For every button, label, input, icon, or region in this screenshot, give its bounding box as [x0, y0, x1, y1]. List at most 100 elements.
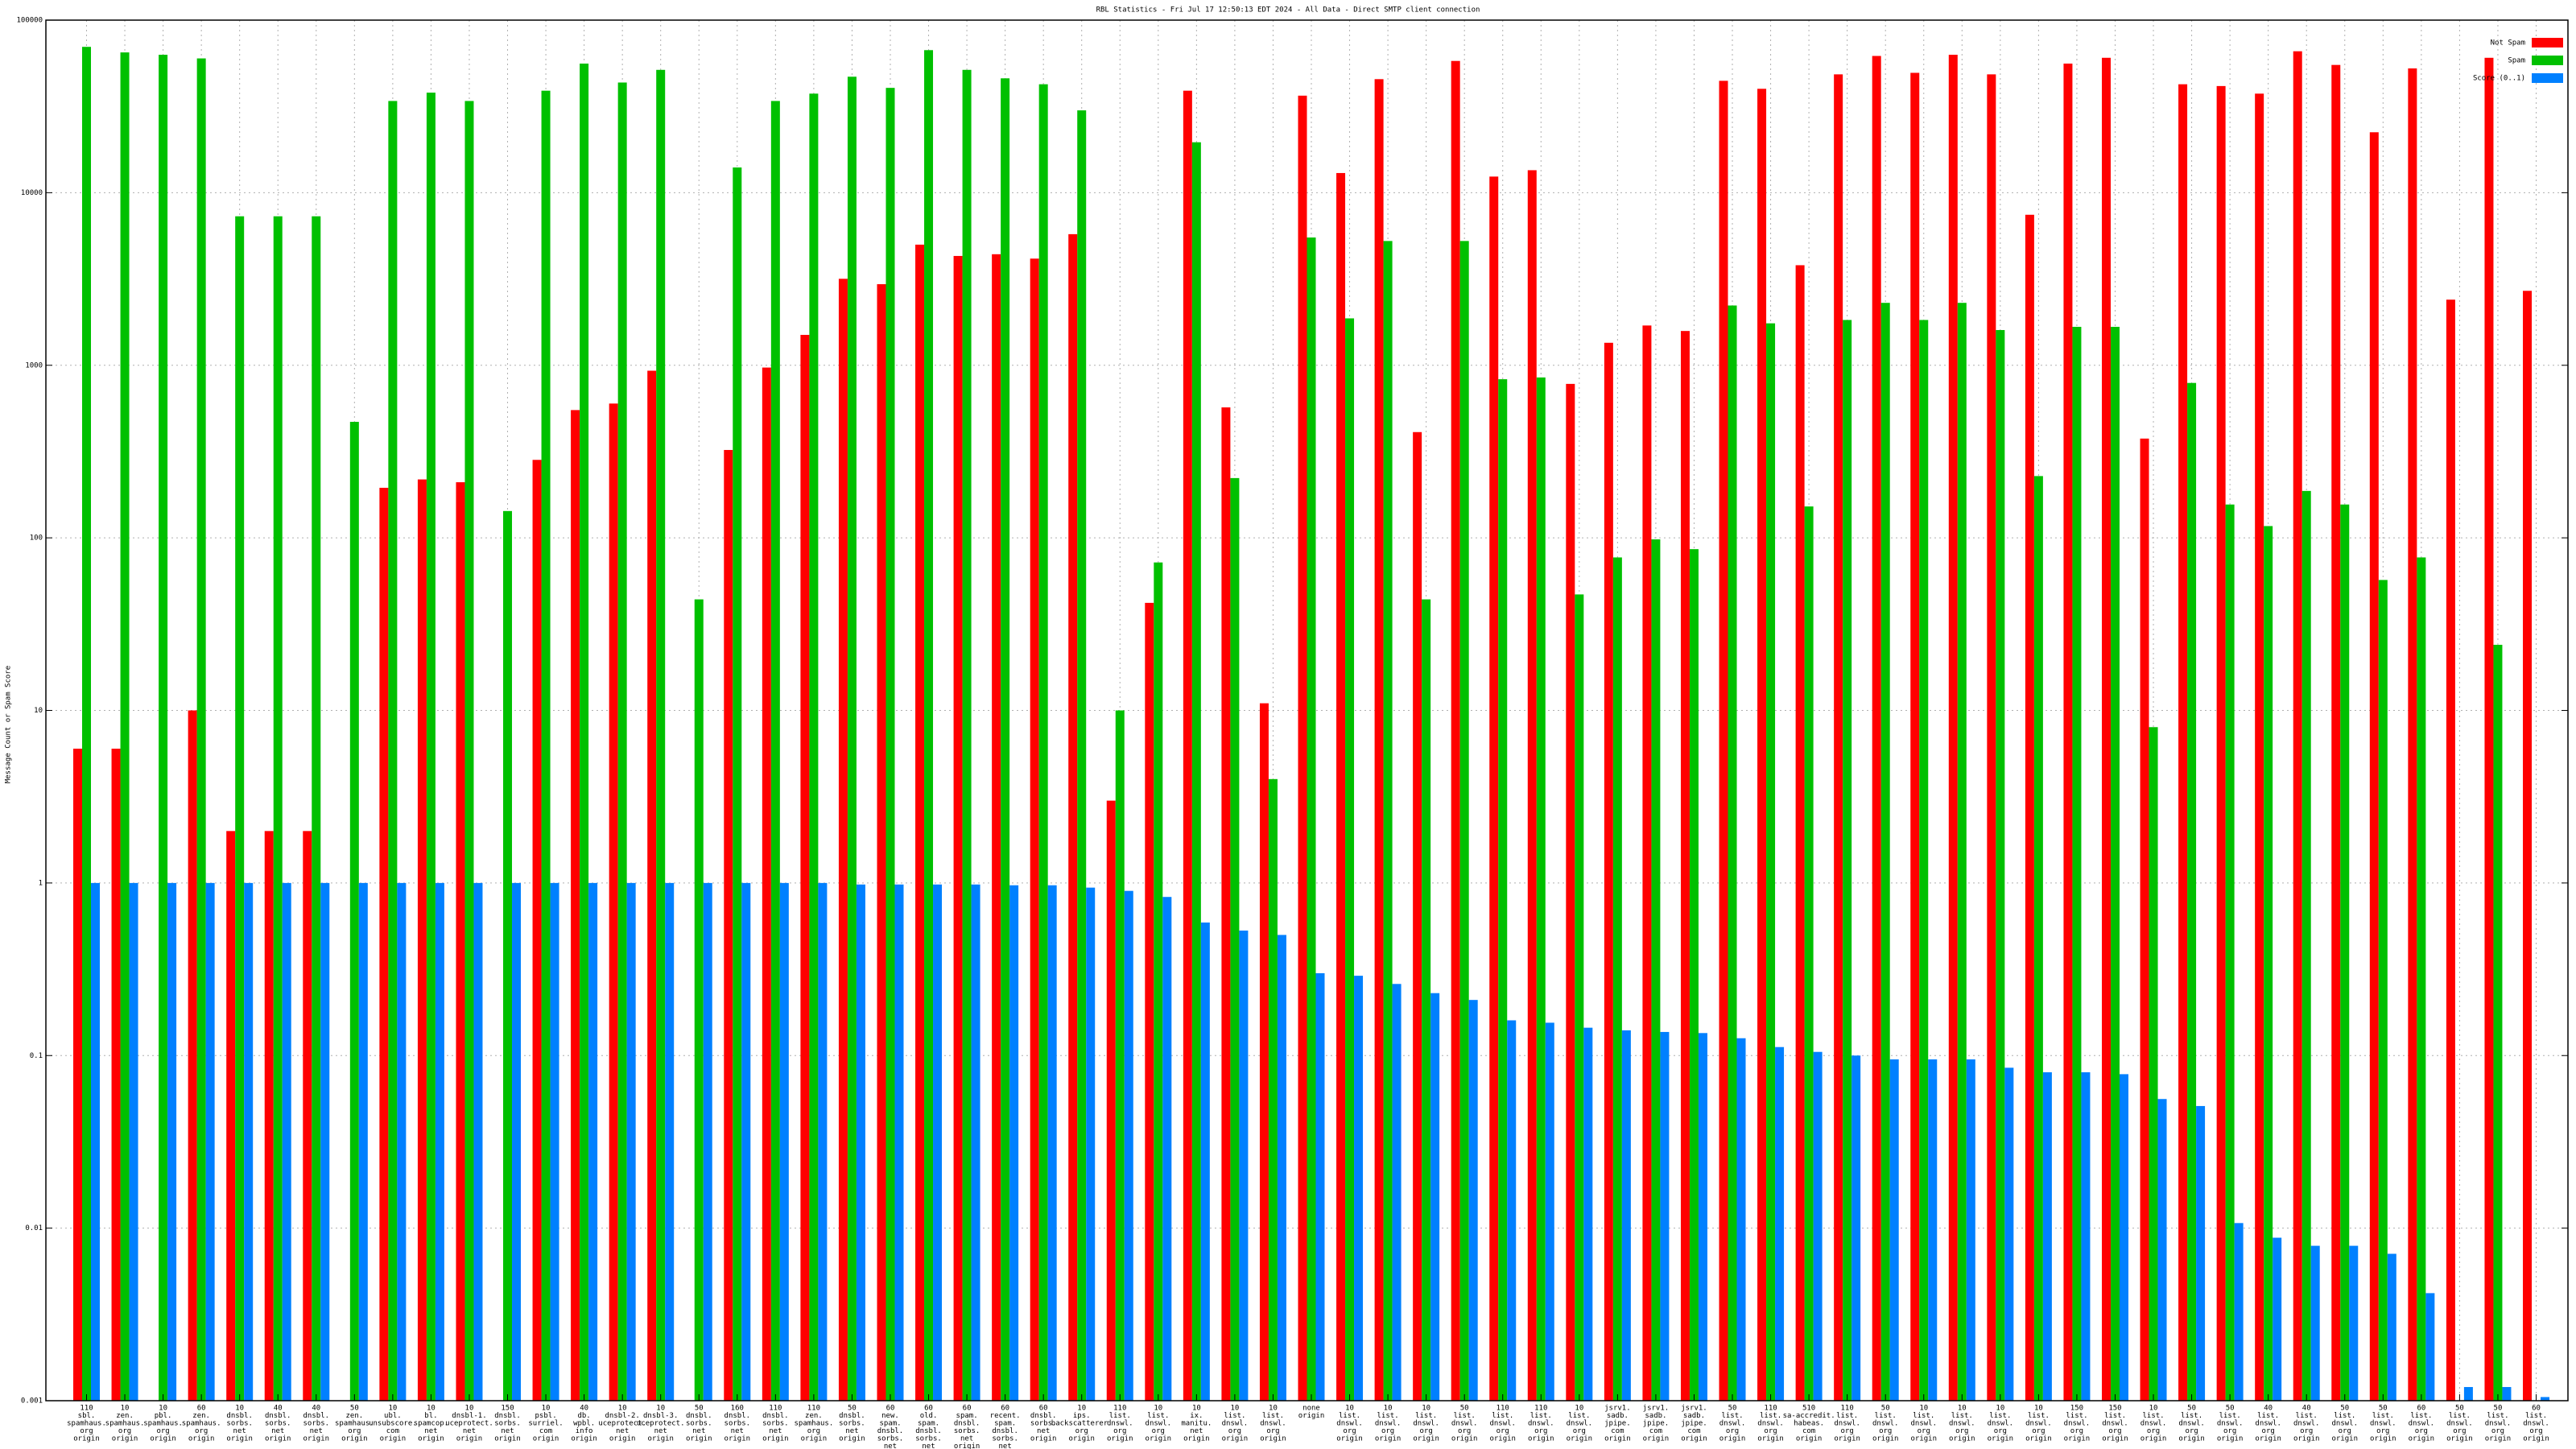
bar — [358, 882, 368, 1401]
legend-swatch — [2532, 73, 2563, 83]
x-tick-label-line: org — [1228, 1427, 1241, 1435]
x-tick-label-line: 110 — [1534, 1405, 1547, 1413]
x-tick-label-line: 10 — [2149, 1405, 2158, 1413]
x-tick-label-line: org — [2262, 1427, 2275, 1435]
bar — [435, 882, 444, 1401]
x-tick-label-line: dnswl. — [2523, 1420, 2549, 1428]
legend-swatch — [2532, 38, 2563, 47]
x-tick-label-line: org — [2529, 1427, 2542, 1435]
x-tick-label-line: 110 — [769, 1405, 782, 1413]
x-tick-label-line: origin — [647, 1435, 674, 1443]
bar — [397, 882, 407, 1401]
x-tick-label-line: bl. — [424, 1412, 437, 1420]
x-tick-label-line: 10 — [159, 1405, 167, 1413]
x-tick-label-line: dnswl. — [1528, 1420, 1554, 1428]
x-tick-label-line: 110 — [1496, 1405, 1509, 1413]
bar — [2225, 504, 2235, 1402]
x-tick-label-line: 40 — [312, 1405, 320, 1413]
x-tick-label-line: org — [2147, 1427, 2160, 1435]
bar — [167, 882, 177, 1401]
x-tick-label-line: dnswl. — [1489, 1420, 1516, 1428]
x-tick-label-line: org — [1955, 1427, 1968, 1435]
x-tick-label-line: origin — [1298, 1412, 1325, 1420]
x-tick-label-line: net — [692, 1427, 705, 1435]
x-tick-label-line: list. — [2066, 1412, 2087, 1420]
x-tick-label-line: dnsbl-2. — [605, 1412, 639, 1420]
bar — [762, 367, 771, 1401]
x-tick-label-line: origin — [801, 1435, 828, 1443]
x-tick-label-line: org — [80, 1427, 93, 1435]
bar — [1009, 885, 1019, 1401]
y-tick-label: 100000 — [16, 17, 43, 25]
x-tick-label-line: 510 — [1802, 1405, 1815, 1413]
x-tick-label-line: origin — [1413, 1435, 1439, 1443]
x-tick-label-line: 50 — [2340, 1405, 2349, 1413]
x-tick-label-line: 110 — [80, 1405, 93, 1413]
x-tick-label-line: dnswl. — [2370, 1420, 2396, 1428]
bar — [2301, 490, 2311, 1402]
bar — [741, 882, 751, 1401]
x-tick-label-line: list. — [1951, 1412, 1973, 1420]
x-tick-label-line: dnswl. — [1336, 1420, 1363, 1428]
bar — [273, 216, 283, 1401]
x-tick-label-line: dnswl. — [1413, 1420, 1439, 1428]
bar — [770, 101, 780, 1401]
x-tick-label-line: net — [654, 1427, 667, 1435]
x-tick-label-line: 10 — [235, 1405, 244, 1413]
bar — [1604, 342, 1613, 1401]
x-tick-label-line: dnswl. — [1949, 1420, 1975, 1428]
bar — [1651, 539, 1661, 1402]
x-tick-label-line: origin — [1146, 1435, 1172, 1443]
bar — [1757, 89, 1767, 1402]
bar — [244, 882, 254, 1401]
x-tick-label-line: origin — [1988, 1435, 2014, 1443]
bar — [2119, 1074, 2128, 1401]
bar — [111, 749, 121, 1401]
bar — [1315, 972, 1325, 1401]
x-tick-label-line: 10 — [1230, 1405, 1239, 1413]
x-tick-label-line: sorbs. — [915, 1435, 942, 1443]
bar — [196, 58, 206, 1401]
y-tick-label: 1000 — [25, 361, 43, 369]
bar — [800, 335, 810, 1401]
bar — [1191, 142, 1201, 1401]
x-tick-label-line: 50 — [350, 1405, 359, 1413]
x-tick-label-line: origin — [265, 1435, 291, 1443]
x-tick-label-line: recent. — [990, 1412, 1021, 1420]
x-tick-label-line: 10 — [1422, 1405, 1430, 1413]
bar — [1498, 379, 1508, 1401]
bar — [1124, 890, 1133, 1401]
chart-title: RBL Statistics - Fri Jul 17 12:50:13 EDT… — [1096, 6, 1480, 14]
bar — [426, 93, 436, 1402]
x-tick-label-line: sbl. — [78, 1412, 96, 1420]
x-tick-label-line: list. — [2028, 1412, 2050, 1420]
bar — [617, 82, 627, 1401]
x-tick-label-line: net — [769, 1427, 782, 1435]
bar — [2081, 1072, 2091, 1401]
y-tick-label: 0.01 — [25, 1224, 43, 1232]
x-tick-label-line: origin — [1528, 1435, 1554, 1443]
x-tick-label-line: net — [998, 1443, 1011, 1449]
bar — [1575, 594, 1584, 1401]
bar — [349, 422, 359, 1402]
x-tick-label-line: org — [156, 1427, 169, 1435]
x-tick-label-line: list. — [1760, 1412, 1781, 1420]
y-tick-label: 0.001 — [21, 1397, 43, 1406]
bar — [971, 884, 980, 1401]
bar — [809, 93, 819, 1402]
bar — [188, 710, 197, 1401]
x-tick-label-line: net — [845, 1427, 858, 1435]
x-tick-label-line: origin — [2446, 1435, 2473, 1443]
x-tick-label-line: list. — [2104, 1412, 2126, 1420]
bar — [282, 882, 291, 1401]
x-tick-label-line: list. — [1989, 1412, 2011, 1420]
bar — [2004, 1067, 2014, 1401]
x-tick-label-line: 10 — [1575, 1405, 1583, 1413]
